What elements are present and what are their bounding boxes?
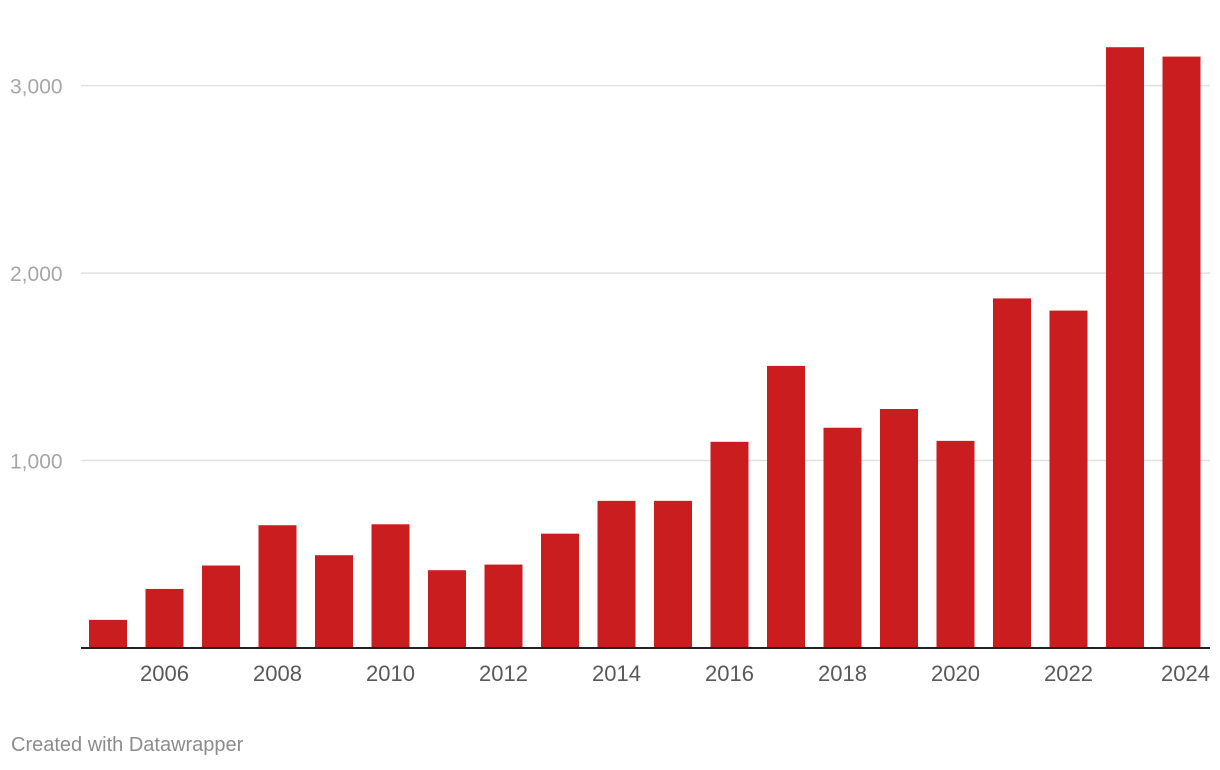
y-tick-label: 3,000	[10, 76, 63, 99]
bar-2018	[823, 427, 862, 648]
x-tick-label: 2020	[931, 661, 980, 686]
bar-2017	[767, 365, 805, 648]
x-tick-label: 2010	[366, 661, 415, 686]
bar-2014	[597, 500, 636, 648]
bar-2016	[710, 441, 749, 648]
x-tick-label: 2018	[818, 661, 867, 686]
bar-chart: 1,000 2,000 3,000 2006 2008 2010 2012 2014 2016…	[10, 47, 1210, 686]
bar-2007	[202, 565, 240, 648]
bar-2008	[258, 525, 297, 648]
x-tick-label: 2024	[1161, 661, 1210, 686]
bar-2021	[993, 298, 1031, 648]
y-tick-label: 2,000	[10, 263, 63, 286]
x-tick-label: 2006	[140, 661, 189, 686]
x-tick-label: 2016	[705, 661, 754, 686]
x-tick-label: 2014	[592, 661, 641, 686]
bar-2005	[89, 619, 127, 648]
bar-2009	[315, 555, 353, 648]
credit-text: Created with Datawrapper	[11, 734, 244, 756]
gridlines	[81, 84, 1210, 462]
x-tick-label: 2012	[479, 661, 528, 686]
bar-2022	[1049, 310, 1088, 648]
bar-2012	[484, 564, 523, 648]
x-tick-label: 2008	[253, 661, 302, 686]
bar-2024	[1162, 56, 1201, 648]
y-tick-label: 1,000	[10, 451, 63, 474]
bar-2023	[1106, 47, 1144, 648]
x-axis-tick-labels: 2006 2008 2010 2012 2014 2016 2018 2020 2022 2024	[140, 661, 1210, 686]
bar-2019	[880, 409, 918, 648]
bar-2011	[428, 570, 466, 648]
bar-2020	[936, 440, 975, 648]
bar-2015	[654, 500, 692, 648]
bar-2006	[145, 588, 184, 648]
x-tick-label: 2022	[1044, 661, 1093, 686]
bars	[89, 47, 1201, 648]
bar-2013	[541, 533, 579, 648]
y-axis-tick-labels: 1,000 2,000 3,000	[10, 76, 63, 474]
bar-2010	[371, 524, 410, 648]
